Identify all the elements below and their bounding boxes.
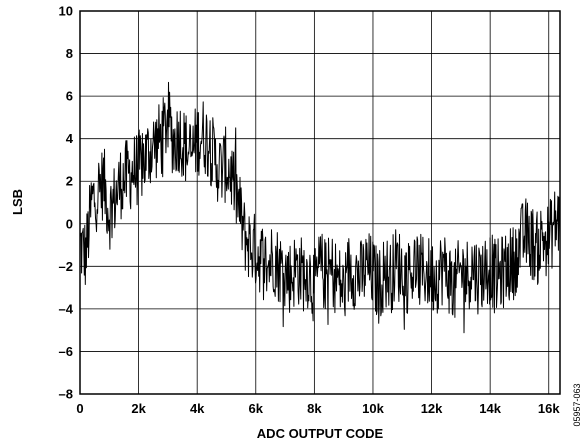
x-tick-label: 6k (249, 401, 264, 416)
x-tick-label: 4k (190, 401, 205, 416)
y-tick-label: 4 (66, 131, 74, 146)
y-tick-label: 8 (66, 46, 73, 61)
y-tick-label: –4 (59, 301, 74, 316)
y-tick-label: 6 (66, 89, 73, 104)
x-axis-title: ADC OUTPUT CODE (257, 426, 384, 441)
x-tick-label: 12k (421, 401, 443, 416)
grid-lines (79, 10, 560, 395)
y-tick-label: 2 (66, 174, 73, 189)
x-tick-label: 2k (131, 401, 146, 416)
y-tick-label: –8 (59, 387, 73, 402)
x-tick-label: 16k (538, 401, 560, 416)
plot-frame (79, 10, 561, 395)
x-tick-label: 14k (479, 401, 501, 416)
y-tick-label: 0 (66, 216, 73, 231)
y-tick-label: 10 (59, 4, 73, 19)
x-tick-label: 10k (362, 401, 384, 416)
x-tick-label: 8k (307, 401, 322, 416)
x-tick-label: 0 (76, 401, 83, 416)
y-axis-title: LSB (10, 189, 25, 215)
data-series (79, 81, 561, 334)
y-tick-label: –2 (59, 259, 73, 274)
y-tick-label: –6 (59, 344, 73, 359)
figure-code: 05957-063 (572, 383, 582, 426)
dnl-series-line (79, 81, 561, 334)
